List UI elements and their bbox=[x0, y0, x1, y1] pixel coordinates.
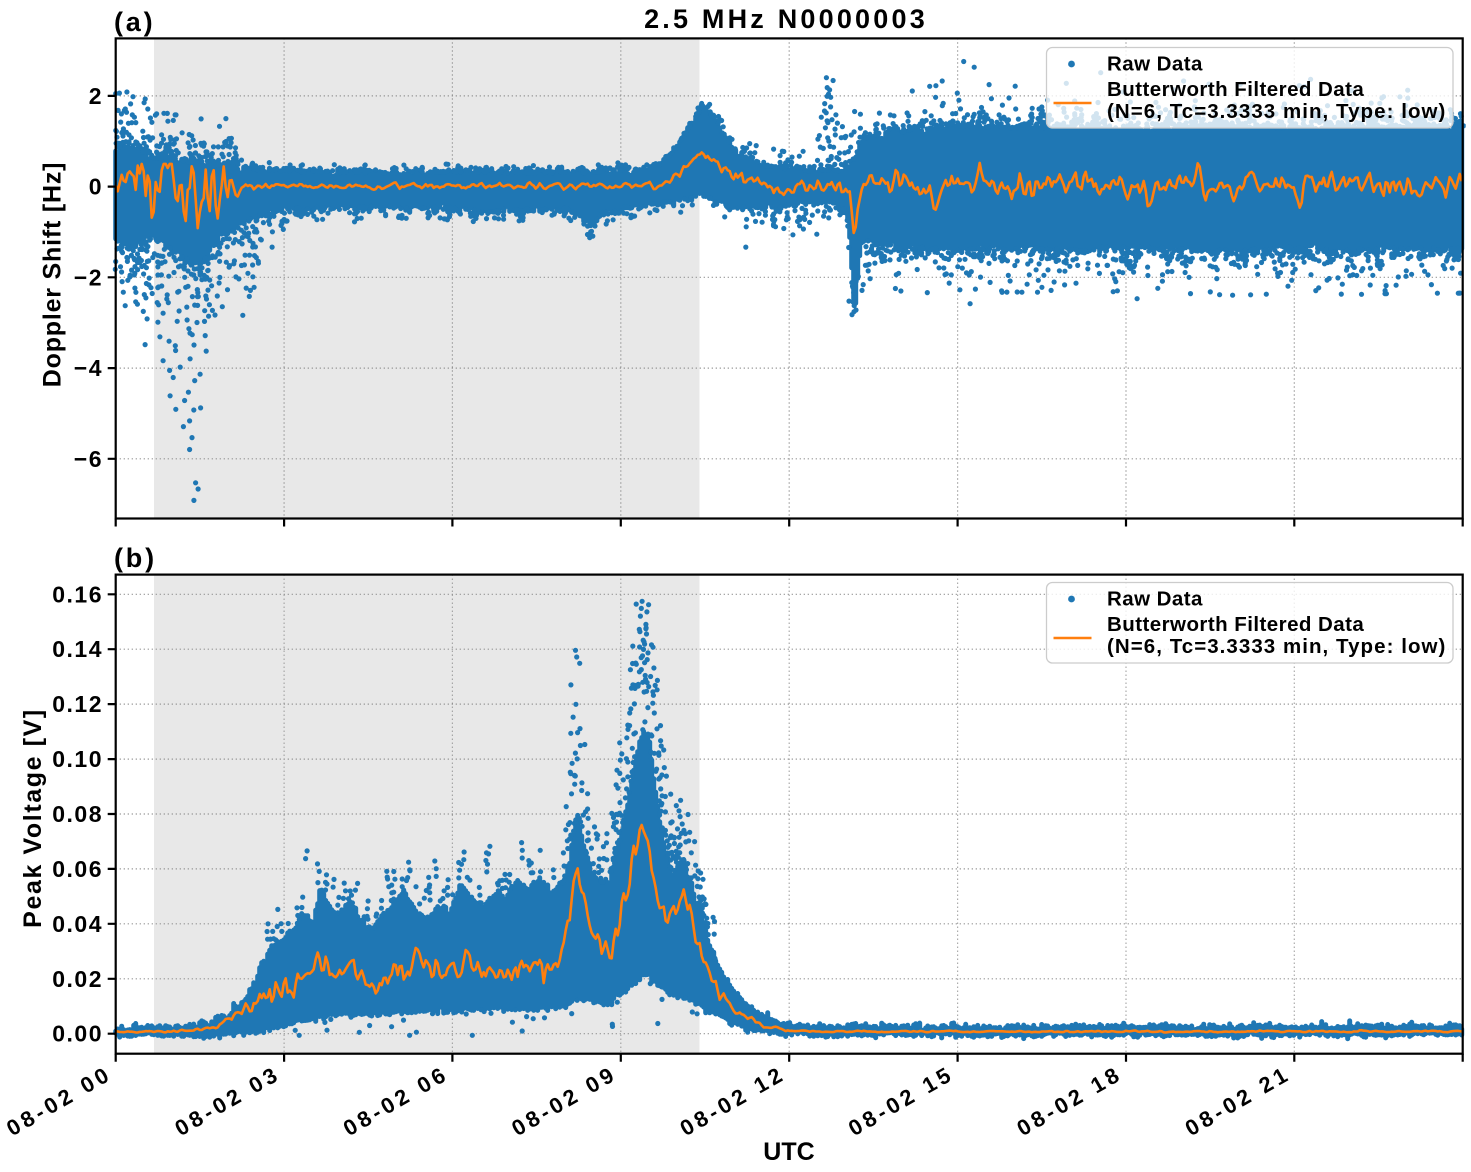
svg-text:UTC: UTC bbox=[763, 1138, 814, 1166]
svg-text:−2: −2 bbox=[74, 264, 103, 290]
svg-text:(b): (b) bbox=[114, 543, 157, 573]
svg-text:0.10: 0.10 bbox=[52, 746, 103, 772]
svg-text:Butterworth Filtered Data: Butterworth Filtered Data bbox=[1107, 613, 1364, 636]
svg-text:0.12: 0.12 bbox=[52, 691, 103, 717]
svg-text:(a): (a) bbox=[114, 7, 155, 37]
svg-text:0.04: 0.04 bbox=[52, 911, 103, 937]
svg-text:Raw Data: Raw Data bbox=[1107, 53, 1203, 76]
svg-text:0.14: 0.14 bbox=[52, 636, 103, 662]
svg-text:0: 0 bbox=[89, 174, 103, 200]
svg-text:(N=6, Tc=3.3333 min, Type: low: (N=6, Tc=3.3333 min, Type: low) bbox=[1107, 635, 1446, 658]
svg-text:2: 2 bbox=[89, 83, 103, 109]
svg-text:0.06: 0.06 bbox=[52, 856, 103, 882]
svg-text:0.00: 0.00 bbox=[52, 1021, 103, 1047]
svg-text:Peak Voltage [V]: Peak Voltage [V] bbox=[19, 708, 47, 928]
svg-text:Doppler Shift [Hz]: Doppler Shift [Hz] bbox=[39, 162, 67, 387]
svg-text:2.5 MHz N0000003: 2.5 MHz N0000003 bbox=[644, 4, 928, 34]
svg-text:(N=6, Tc=3.3333 min, Type: low: (N=6, Tc=3.3333 min, Type: low) bbox=[1107, 100, 1446, 123]
svg-text:Butterworth Filtered Data: Butterworth Filtered Data bbox=[1107, 78, 1364, 101]
svg-text:−6: −6 bbox=[74, 446, 103, 472]
svg-text:0.08: 0.08 bbox=[52, 801, 103, 827]
svg-text:−4: −4 bbox=[74, 355, 103, 381]
svg-text:Raw Data: Raw Data bbox=[1107, 588, 1203, 611]
svg-text:0.16: 0.16 bbox=[52, 581, 103, 607]
svg-text:0.02: 0.02 bbox=[52, 966, 103, 992]
